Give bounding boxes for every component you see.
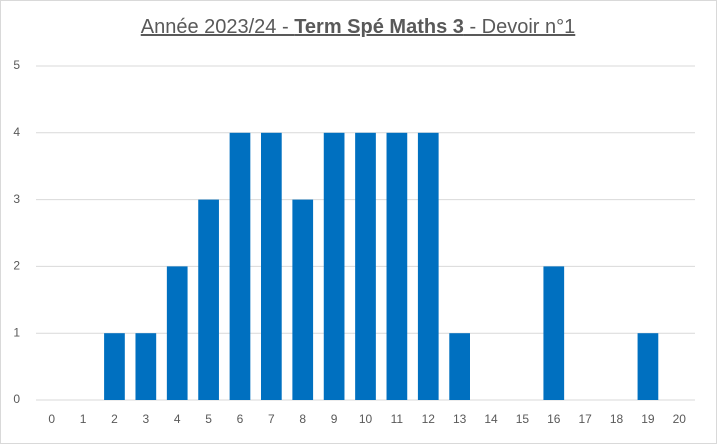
bar — [355, 132, 376, 401]
bar — [386, 132, 408, 401]
title-part: - Devoir n°1 — [464, 16, 575, 38]
y-tick-label: 5 — [13, 58, 20, 72]
x-tick-label: 20 — [673, 412, 687, 426]
bar — [417, 132, 439, 401]
x-tick-label: 18 — [610, 412, 624, 426]
bar — [104, 333, 125, 400]
x-tick-label: 12 — [422, 412, 436, 426]
bar — [198, 199, 219, 400]
x-tick-label: 0 — [48, 412, 55, 426]
y-tick-label: 0 — [13, 392, 20, 406]
x-tick-label: 5 — [205, 412, 212, 426]
x-tick-label: 15 — [516, 412, 530, 426]
chart-title: Année 2023/24 - Term Spé Maths 3 - Devoi… — [141, 16, 576, 38]
x-tick-label: 19 — [641, 412, 655, 426]
x-tick-label: 11 — [391, 412, 404, 426]
x-tick-label: 14 — [484, 412, 498, 426]
bar — [261, 132, 282, 401]
x-tick-label: 8 — [299, 412, 306, 426]
y-tick-label: 3 — [13, 192, 20, 206]
x-tick-label: 3 — [142, 412, 149, 426]
bar — [543, 266, 565, 400]
bar — [166, 266, 188, 400]
x-tick-label: 17 — [578, 412, 592, 426]
title-part: Term Spé Maths 3 — [294, 16, 464, 38]
bar — [135, 333, 157, 400]
bar — [323, 132, 345, 401]
x-tick-label: 13 — [453, 412, 467, 426]
y-tick-label: 2 — [13, 259, 20, 273]
x-tick-label: 16 — [547, 412, 561, 426]
title-part: Année 2023/24 - — [141, 16, 294, 38]
bar — [229, 132, 251, 401]
y-tick-label: 4 — [13, 125, 20, 139]
x-tick-label: 7 — [268, 412, 275, 426]
x-tick-label: 4 — [174, 412, 181, 426]
x-tick-label: 6 — [237, 412, 244, 426]
x-tick-label: 2 — [111, 412, 118, 426]
bar — [637, 333, 659, 400]
y-tick-label: 1 — [13, 325, 20, 339]
x-tick-label: 9 — [331, 412, 338, 426]
x-tick-label: 10 — [359, 412, 373, 426]
bar — [292, 199, 314, 400]
bar — [449, 333, 470, 400]
x-tick-label: 1 — [80, 412, 87, 426]
